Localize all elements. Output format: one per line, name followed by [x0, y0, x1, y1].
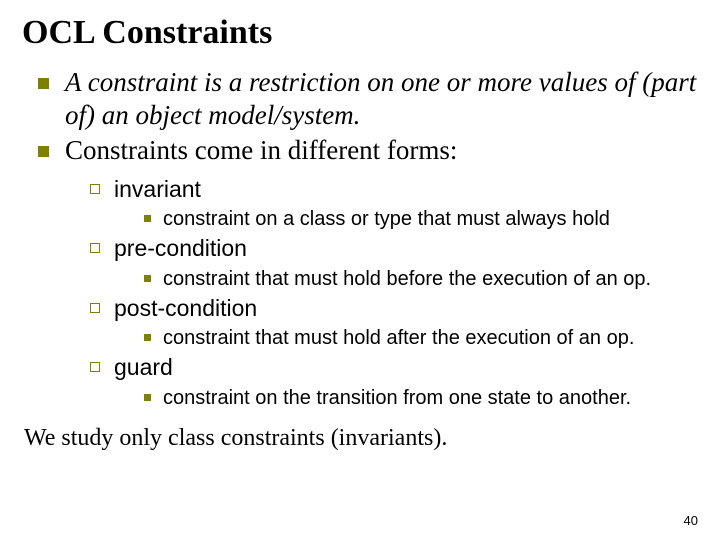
- bullet-text: pre-condition: [114, 234, 700, 263]
- square-outline-icon: [90, 303, 100, 313]
- bullet-level2: invariant: [90, 175, 700, 204]
- bullet-level3: constraint that must hold after the exec…: [144, 325, 700, 351]
- bullet-text: invariant: [114, 175, 700, 204]
- square-small-icon: [144, 394, 151, 401]
- bullet-level2: post-condition: [90, 294, 700, 323]
- bullet-text: A constraint is a restriction on one or …: [65, 66, 700, 132]
- bullet-level2: guard: [90, 353, 700, 382]
- bullet-level2: pre-condition: [90, 234, 700, 263]
- bullet-text: constraint on a class or type that must …: [163, 206, 700, 232]
- page-number: 40: [684, 513, 698, 528]
- bullet-text: constraint on the transition from one st…: [163, 385, 700, 411]
- bullet-level3: constraint on a class or type that must …: [144, 206, 700, 232]
- square-outline-icon: [90, 184, 100, 194]
- square-outline-icon: [90, 243, 100, 253]
- slide: OCL Constraints A constraint is a restri…: [0, 0, 720, 540]
- bullet-text: post-condition: [114, 294, 700, 323]
- bullet-level3: constraint that must hold before the exe…: [144, 266, 700, 292]
- bullet-text: constraint that must hold before the exe…: [163, 266, 700, 292]
- slide-title: OCL Constraints: [22, 14, 700, 52]
- square-small-icon: [144, 275, 151, 282]
- square-outline-icon: [90, 362, 100, 372]
- bullet-level1: Constraints come in different forms:: [38, 134, 700, 167]
- footnote-text: We study only class constraints (invaria…: [24, 425, 700, 452]
- bullet-text: guard: [114, 353, 700, 382]
- bullet-level1: A constraint is a restriction on one or …: [38, 66, 700, 132]
- square-bullet-icon: [38, 146, 49, 157]
- bullet-text: constraint that must hold after the exec…: [163, 325, 700, 351]
- square-small-icon: [144, 334, 151, 341]
- bullet-level3: constraint on the transition from one st…: [144, 385, 700, 411]
- bullet-text: Constraints come in different forms:: [65, 134, 700, 167]
- square-bullet-icon: [38, 78, 49, 89]
- square-small-icon: [144, 215, 151, 222]
